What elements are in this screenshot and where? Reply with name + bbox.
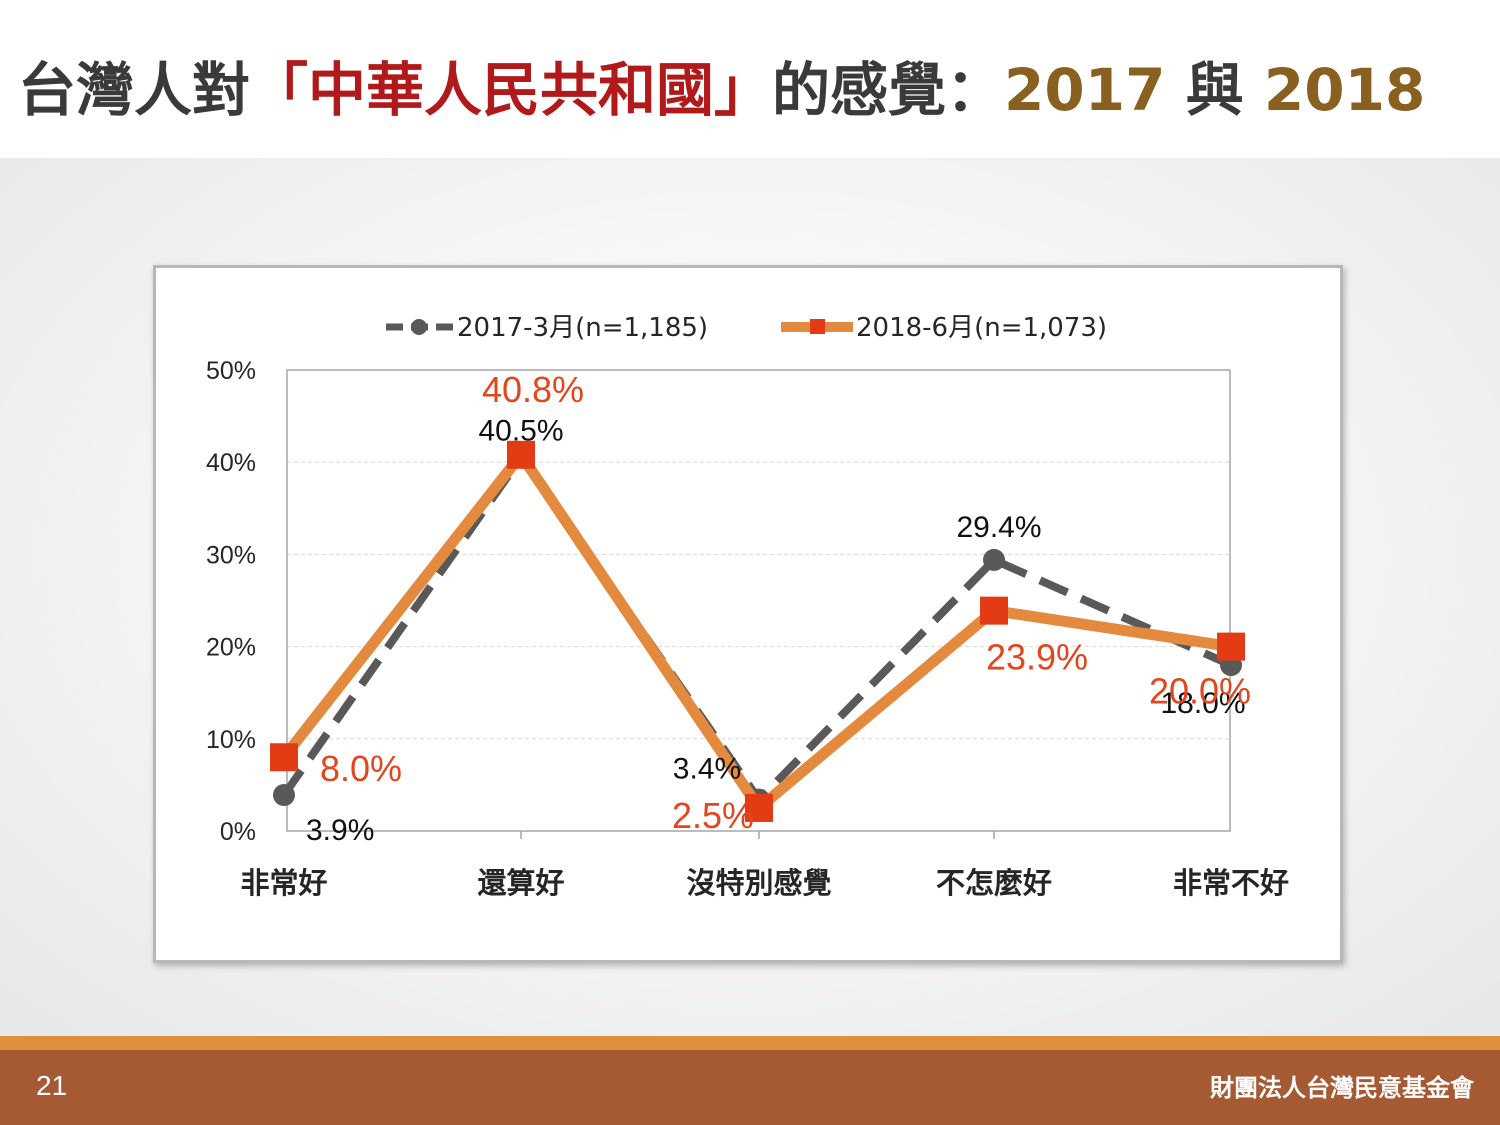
title-joiner: 與: [1165, 56, 1264, 124]
data-label-2018: 23.9%: [986, 637, 1088, 678]
data-label-2017: 18.0%: [1160, 687, 1245, 720]
x-tick-label: 非常好: [240, 866, 327, 900]
data-label-2018: 20.0%: [1149, 671, 1251, 712]
chart-panel: 0% 10% 20% 30% 40% 50% 非常好 還算好 沒特別感覺 不怎麼好 非常不好 3.…: [153, 265, 1343, 963]
y-tick-label: 30%: [206, 541, 256, 569]
data-label-2018: 8.0%: [320, 748, 402, 789]
title-middle: 的感覺：: [772, 56, 1005, 124]
marker-2018: [980, 596, 1008, 625]
data-label-2017: 3.9%: [306, 814, 374, 847]
line-chart: 0% 10% 20% 30% 40% 50% 非常好 還算好 沒特別感覺 不怎麼好 非常不好 3.…: [206, 313, 1289, 900]
data-label-2017: 40.5%: [478, 415, 563, 448]
legend-marker-2017: [411, 319, 427, 335]
data-label-2017: 29.4%: [956, 511, 1041, 544]
footer-bar: [0, 1050, 1500, 1125]
legend-label-2017: 2017-3月(n=1,185): [457, 313, 708, 343]
y-tick-labels: 0% 10% 20% 30% 40% 50%: [206, 357, 256, 846]
axes: [286, 369, 1231, 839]
footer-accent-line: [0, 1036, 1500, 1050]
data-labels: 3.9% 40.5% 3.4% 29.4% 18.0% 8.0% 40.8% 2.5% 23.9…: [306, 369, 1251, 847]
x-tick-label: 不怎麼好: [936, 866, 1052, 900]
y-tick-label: 40%: [206, 449, 256, 477]
x-tick-labels: 非常好 還算好 沒特別感覺 不怎麼好 非常不好: [240, 866, 1289, 900]
y-tick-label: 20%: [206, 634, 256, 662]
y-tick-label: 0%: [220, 818, 256, 846]
x-tick-label: 還算好: [477, 866, 564, 900]
marker-2017: [983, 548, 1005, 571]
page-title: 台灣人對「中華人民共和國」的感覺：2017 與 2018: [18, 48, 1425, 132]
x-tick-label: 非常不好: [1173, 866, 1289, 900]
y-tick-label: 50%: [206, 357, 256, 385]
legend-label-2018: 2018-6月(n=1,073): [856, 313, 1107, 343]
data-label-2017: 3.4%: [673, 753, 741, 786]
data-label-2018: 40.8%: [482, 369, 584, 410]
series-line-2018: [279, 449, 1232, 814]
legend-marker-2018: [810, 319, 825, 334]
marker-2018: [270, 743, 298, 772]
title-year-2018: 2018: [1263, 56, 1426, 124]
title-prefix: 台灣人對: [18, 56, 251, 124]
data-label-2018: 2.5%: [672, 795, 754, 836]
marker-2017: [273, 784, 295, 807]
x-tick-label: 沒特別感覺: [686, 866, 831, 900]
marker-2018: [745, 793, 773, 822]
series-lines: [270, 440, 1245, 822]
y-tick-label: 10%: [206, 726, 256, 754]
marker-2018: [1217, 632, 1245, 661]
legend: 2017-3月(n=1,185) 2018-6月(n=1,073): [386, 313, 1107, 343]
marker-2018: [507, 440, 535, 469]
organization-name: 財團法人台灣民意基金會: [1210, 1074, 1474, 1102]
title-highlight: 「中華人民共和國」: [250, 56, 773, 124]
page-number: 21: [36, 1070, 68, 1101]
title-year-2017: 2017: [1004, 56, 1166, 124]
